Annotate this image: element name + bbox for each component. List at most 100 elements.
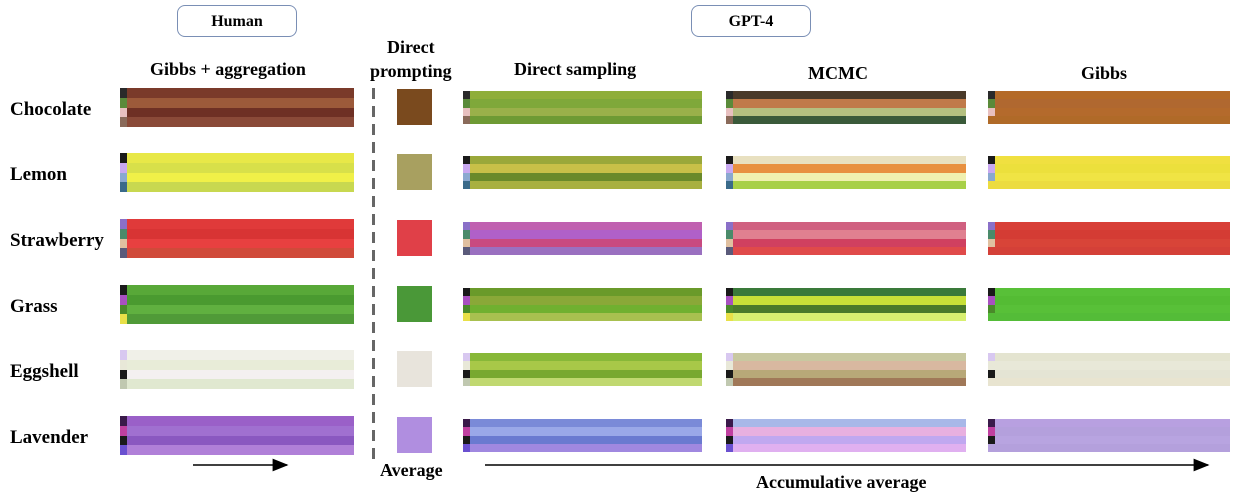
direct-sampling-strip-lavender-lead-cell: [463, 435, 470, 445]
gibbs-strip-grass-band: [988, 304, 1230, 314]
gibbs-strip-lavender-band: [988, 419, 1230, 428]
mcmc-strip-lavender-lead-cell: [726, 443, 733, 452]
header-direct-sampling: Direct sampling: [514, 59, 637, 79]
gibbs-strip-chocolate-lead-cell: [988, 107, 995, 117]
human-strip-eggshell: [120, 350, 354, 389]
human-strip-lemon-lead-cell: [120, 153, 127, 164]
mcmc-strip-lemon-lead-cell: [726, 164, 733, 173]
direct-sampling-strip-lemon-lead-cell: [463, 156, 470, 165]
gibbs-strip-lavender: [988, 419, 1230, 452]
direct-sampling-strip-grass-lead-cell: [463, 288, 470, 297]
gibbs-strip-eggshell-lead-cell: [988, 369, 995, 379]
mcmc-strip-eggshell-band: [726, 369, 966, 379]
human-strip-chocolate-lead-cell: [120, 88, 127, 99]
separator-dash: [372, 448, 375, 459]
average-swatch-eggshell: [397, 351, 432, 387]
direct-sampling-strip-eggshell: [463, 353, 702, 386]
mcmc-strip-grass: [726, 288, 966, 321]
mcmc-strip-strawberry-lead-cell: [726, 230, 733, 239]
gibbs-strip-chocolate-band: [988, 91, 1230, 100]
gibbs-strip-lemon-lead-cell: [988, 164, 995, 173]
human-strip-chocolate-band: [120, 97, 354, 108]
gibbs-strip-lavender-band: [988, 427, 1230, 436]
mcmc-strip-eggshell-band: [726, 377, 966, 386]
footer-accumulative: Accumulative average: [756, 472, 927, 492]
average-swatch-strawberry: [397, 220, 432, 256]
direct-sampling-strip-lemon: [463, 156, 702, 189]
mcmc-strip-chocolate-band: [726, 115, 966, 124]
mcmc-strip-eggshell-lead-cell: [726, 377, 733, 386]
human-strip-lemon: [120, 153, 354, 192]
human-strip-chocolate-lead-cell: [120, 97, 127, 108]
human-strip-eggshell-band: [120, 379, 354, 389]
gibbs-strip-eggshell-lead-cell: [988, 353, 995, 362]
gibbs-strip-chocolate-band: [988, 115, 1230, 124]
human-strip-eggshell-lead-cell: [120, 359, 127, 370]
separator-dash: [372, 394, 375, 405]
gibbs-strip-lemon-lead-cell: [988, 172, 995, 182]
mcmc-strip-lemon-band: [726, 172, 966, 182]
direct-sampling-strip-grass-band: [463, 304, 702, 314]
gibbs-strip-lemon-lead-cell: [988, 156, 995, 165]
gibbs-strip-strawberry-lead-cell: [988, 238, 995, 248]
gibbs-strip-lemon-band: [988, 172, 1230, 182]
human-strip-strawberry-band: [120, 248, 354, 258]
gibbs-strip-grass-band: [988, 296, 1230, 305]
direct-sampling-strip-grass-band: [463, 288, 702, 297]
direct-sampling-strip-strawberry-lead-cell: [463, 238, 470, 248]
human-strip-grass: [120, 285, 354, 324]
gibbs-strip-eggshell-lead-cell: [988, 377, 995, 386]
gibbs-strip-chocolate-band: [988, 107, 1230, 117]
row-label-eggshell: Eggshell: [10, 361, 79, 382]
mcmc-strip-grass-band: [726, 312, 966, 321]
gibbs-strip-chocolate-lead-cell: [988, 115, 995, 124]
gibbs-strip-lemon-band: [988, 180, 1230, 189]
direct-sampling-strip-strawberry-band: [463, 238, 702, 248]
direct-sampling-strip-lemon-band: [463, 156, 702, 165]
separator-dash: [372, 250, 375, 261]
human-strip-strawberry-band: [120, 228, 354, 239]
mcmc-strip-lavender: [726, 419, 966, 452]
mcmc-strip-eggshell-band: [726, 353, 966, 362]
gibbs-strip-lavender-lead-cell: [988, 435, 995, 445]
separator-dash: [372, 196, 375, 207]
gibbs-strip-eggshell-lead-cell: [988, 361, 995, 370]
mcmc-strip-lemon-band: [726, 156, 966, 165]
separator-dash: [372, 142, 375, 153]
mcmc-strip-lavender-lead-cell: [726, 435, 733, 445]
footer-average: Average: [380, 460, 443, 480]
row-label-lavender: Lavender: [10, 427, 89, 448]
separator-dash: [372, 232, 375, 243]
header-direct-prompting-1: Direct: [387, 37, 435, 57]
mcmc-strip-strawberry-lead-cell: [726, 246, 733, 255]
mcmc-strip-strawberry-band: [726, 238, 966, 248]
mcmc-strip-chocolate-lead-cell: [726, 115, 733, 124]
gibbs-strip-strawberry-lead-cell: [988, 222, 995, 231]
direct-sampling-strip-grass-band: [463, 296, 702, 305]
human-strip-lemon-band: [120, 162, 354, 173]
separator-dash: [372, 124, 375, 135]
header-direct-prompting-2: prompting: [370, 61, 452, 81]
direct-sampling-strip-grass-band: [463, 312, 702, 321]
human-group-box: Human: [177, 5, 297, 37]
direct-sampling-strip-lemon-lead-cell: [463, 172, 470, 182]
direct-sampling-strip-lavender-lead-cell: [463, 443, 470, 452]
human-strip-lemon-lead-cell: [120, 162, 127, 173]
gibbs-strip-lavender-band: [988, 443, 1230, 452]
gibbs-strip-strawberry-band: [988, 238, 1230, 248]
separator-dash: [372, 376, 375, 387]
human-strip-eggshell-lead-cell: [120, 379, 127, 389]
mcmc-strip-lemon: [726, 156, 966, 189]
mcmc-strip-strawberry: [726, 222, 966, 255]
mcmc-strip-chocolate-band: [726, 91, 966, 100]
gpt4-group-label: GPT-4: [728, 13, 774, 30]
human-strip-lemon-lead-cell: [120, 172, 127, 183]
direct-sampling-strip-lemon-lead-cell: [463, 180, 470, 189]
gibbs-strip-chocolate-lead-cell: [988, 91, 995, 100]
direct-sampling-strip-chocolate-band: [463, 107, 702, 117]
mcmc-strip-strawberry-band: [726, 246, 966, 255]
gibbs-strip-eggshell: [988, 353, 1230, 386]
mcmc-strip-grass-lead-cell: [726, 312, 733, 321]
separator-dash: [372, 160, 375, 171]
human-strip-lemon-band: [120, 153, 354, 164]
